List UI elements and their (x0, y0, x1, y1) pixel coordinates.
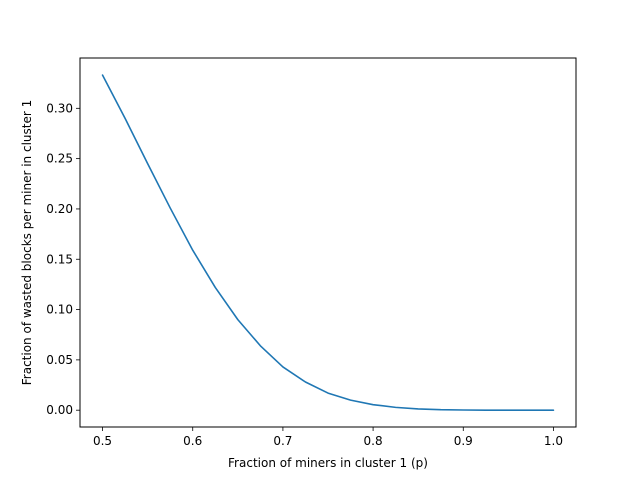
y-tick-label: 0.30 (46, 101, 73, 115)
x-tick-label: 0.8 (364, 434, 383, 448)
y-tick-label: 0.15 (46, 252, 73, 266)
series-line (101, 74, 555, 412)
y-tick-label: 0.20 (46, 202, 73, 216)
y-axis-label: Fraction of wasted blocks per miner in c… (20, 100, 34, 385)
x-tick-label: 0.7 (273, 434, 292, 448)
y-tick-label: 0.00 (46, 403, 73, 417)
y-tick-label: 0.25 (46, 152, 73, 166)
x-axis-label: Fraction of miners in cluster 1 (p) (228, 456, 428, 470)
x-tick-label: 1.0 (544, 434, 563, 448)
y-tick-label: 0.10 (46, 303, 73, 317)
x-tick-label: 0.9 (454, 434, 473, 448)
x-tick-label: 0.5 (93, 434, 112, 448)
plot-area (101, 74, 555, 412)
axes-frame (79, 57, 577, 428)
x-tick-label: 0.6 (183, 434, 202, 448)
y-tick-label: 0.05 (46, 353, 73, 367)
x-axis: 0.5 0.6 0.7 0.8 0.9 1.0 (93, 427, 563, 448)
y-axis: 0.00 0.05 0.10 0.15 0.20 0.25 0.30 (46, 101, 80, 417)
